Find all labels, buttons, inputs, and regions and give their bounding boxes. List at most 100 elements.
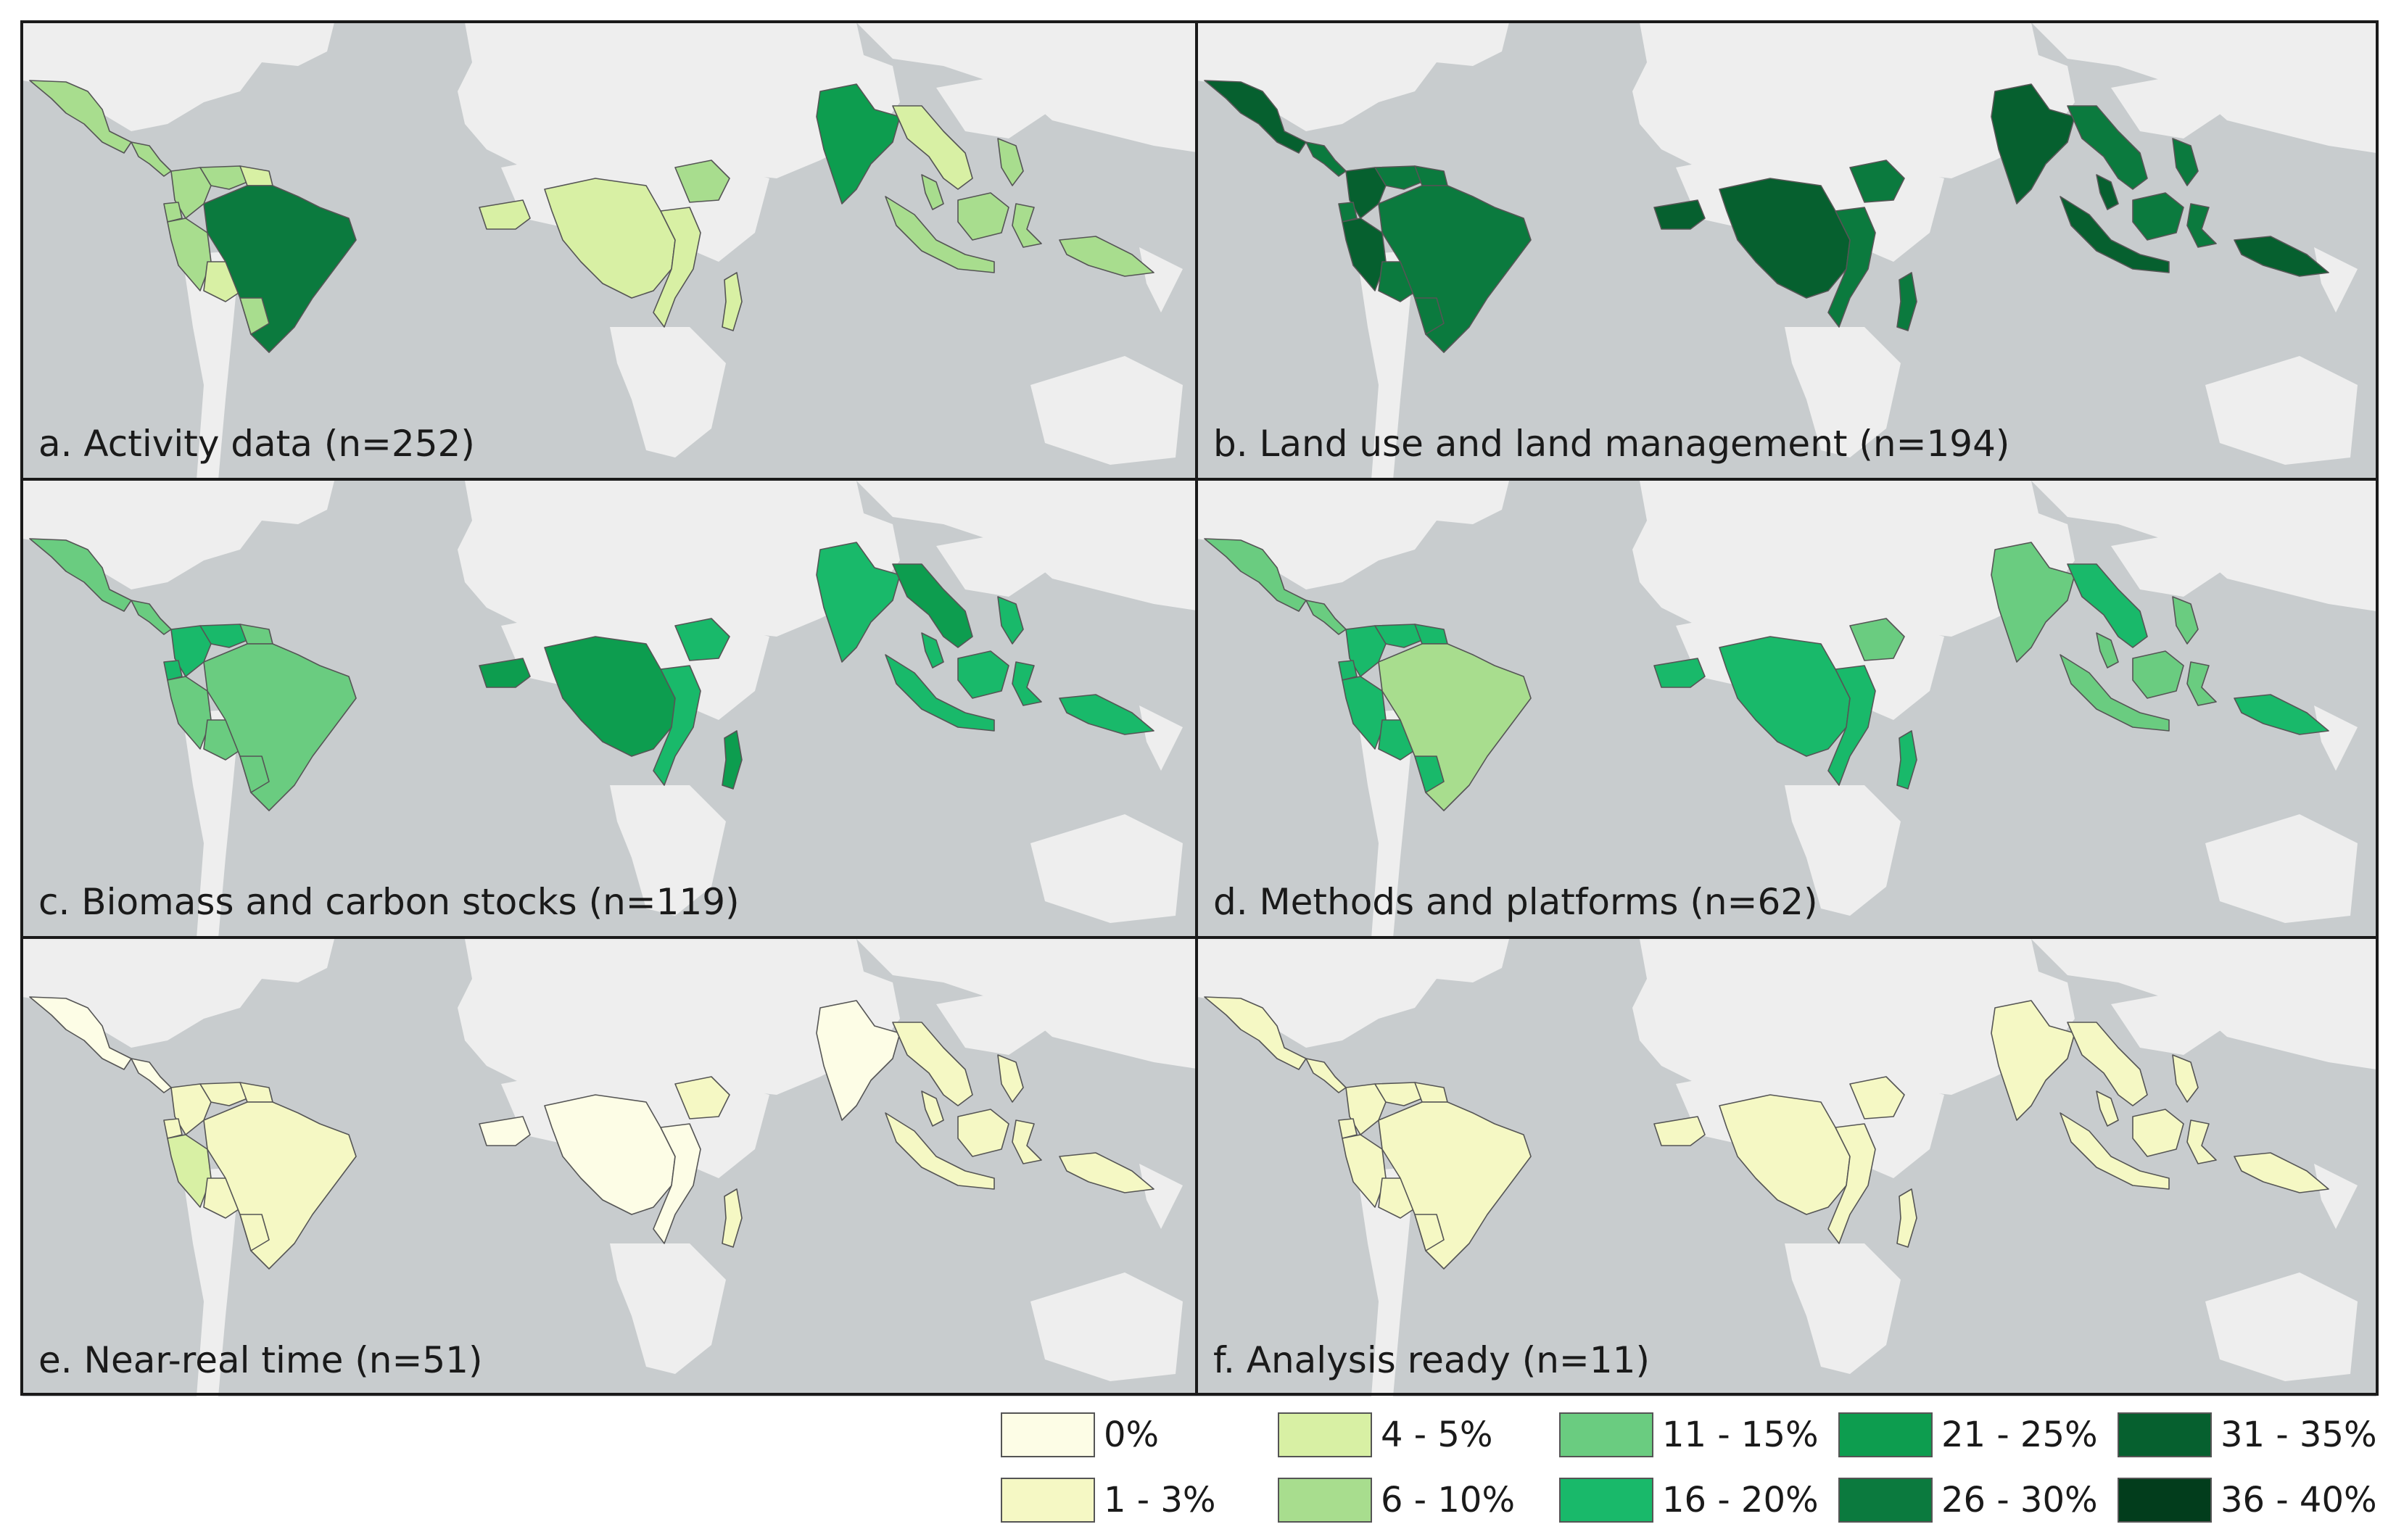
country-mainland-se-asia xyxy=(892,105,973,190)
map xyxy=(1197,481,2376,938)
country-east-africa xyxy=(653,1123,701,1244)
map-panel-b: b. Land use and land management (n=194) xyxy=(1197,22,2376,480)
land-background xyxy=(22,939,334,1048)
country-west-africa xyxy=(479,199,531,230)
country-venezuela xyxy=(199,624,248,648)
map-panel-f: f. Analysis ready (n=11) xyxy=(1197,939,2376,1396)
land-background xyxy=(2205,356,2358,465)
country-ecuador xyxy=(163,660,183,681)
country-ethiopia xyxy=(674,1076,730,1119)
country-sumatra-java xyxy=(885,196,995,273)
country-brazil xyxy=(203,1101,357,1270)
country-west-africa xyxy=(1653,199,1706,230)
horizontal-divider xyxy=(20,478,2379,481)
land-background xyxy=(610,1243,726,1374)
legend-label: 21 - 25% xyxy=(1941,1415,2098,1455)
country-ecuador xyxy=(163,202,183,223)
country-mexico xyxy=(29,996,132,1070)
country-ethiopia xyxy=(1849,618,1905,661)
country-india xyxy=(816,1000,901,1121)
land-background xyxy=(182,709,240,938)
country-malaysia xyxy=(921,174,944,210)
country-sulawesi xyxy=(1012,661,1042,706)
country-philippines xyxy=(2172,138,2199,186)
map xyxy=(22,939,1202,1396)
land-background xyxy=(1030,814,1183,923)
country-ethiopia xyxy=(1849,160,1905,203)
country-india xyxy=(1991,1000,2075,1121)
legend-swatch xyxy=(1838,1412,1933,1457)
country-new-guinea xyxy=(1059,1152,1154,1193)
country-new-guinea xyxy=(1059,694,1154,735)
land-background xyxy=(2314,247,2358,312)
country-mexico xyxy=(1204,996,1307,1070)
legend-label: 36 - 40% xyxy=(2221,1480,2377,1520)
country-philippines xyxy=(997,596,1024,645)
land-background xyxy=(1197,22,1509,131)
country-borneo xyxy=(2132,1109,2184,1157)
country-central-africa xyxy=(1719,636,1851,757)
land-background xyxy=(182,1167,240,1396)
country-venezuela xyxy=(199,1082,248,1106)
land-background xyxy=(1357,251,1415,480)
country-central-africa xyxy=(1719,1094,1851,1215)
country-sumatra-java xyxy=(885,1112,995,1190)
country-central-africa xyxy=(544,636,676,757)
country-paraguay xyxy=(1414,755,1445,793)
country-ethiopia xyxy=(674,618,730,661)
land-background xyxy=(2205,814,2358,923)
country-central-america xyxy=(1305,1058,1347,1093)
legend-swatch xyxy=(1001,1412,1095,1457)
country-mexico xyxy=(1204,80,1307,154)
land-background xyxy=(1197,481,1509,589)
country-india xyxy=(1991,83,2075,204)
legend-label: 16 - 20% xyxy=(1662,1480,1819,1520)
panel-label: d. Methods and platforms (n=62) xyxy=(1213,881,1818,923)
country-new-guinea xyxy=(2234,694,2329,735)
country-ecuador xyxy=(1338,1118,1358,1139)
panel-label: c. Biomass and carbon stocks (n=119) xyxy=(38,881,740,923)
legend-swatch xyxy=(1001,1478,1095,1523)
country-west-africa xyxy=(479,658,531,688)
land-background xyxy=(1785,785,1901,916)
country-paraguay xyxy=(239,1214,270,1251)
country-central-africa xyxy=(544,178,676,299)
country-mexico xyxy=(29,80,132,154)
country-venezuela xyxy=(1374,1082,1423,1106)
land-background xyxy=(936,531,1052,597)
country-malaysia xyxy=(2096,632,2119,668)
country-ecuador xyxy=(1338,202,1358,223)
legend-swatch xyxy=(2118,1412,2212,1457)
country-mainland-se-asia xyxy=(2067,105,2148,190)
country-new-guinea xyxy=(1059,236,1154,277)
country-ecuador xyxy=(163,1118,183,1139)
country-madagascar xyxy=(1896,730,1917,790)
country-sumatra-java xyxy=(885,654,995,732)
country-borneo xyxy=(2132,192,2184,241)
country-mainland-se-asia xyxy=(2067,563,2148,648)
land-background xyxy=(1139,247,1183,312)
land-background xyxy=(2314,705,2358,771)
country-mexico xyxy=(1204,538,1307,612)
vertical-divider xyxy=(1195,20,1198,1396)
panel-label: a. Activity data (n=252) xyxy=(38,423,475,465)
country-india xyxy=(816,542,901,663)
country-borneo xyxy=(957,192,1009,241)
country-malaysia xyxy=(921,632,944,668)
legend-label: 6 - 10% xyxy=(1381,1480,1516,1520)
country-paraguay xyxy=(1414,1214,1445,1251)
country-brazil xyxy=(1378,643,1532,811)
country-east-africa xyxy=(1827,1123,1876,1244)
country-sulawesi xyxy=(1012,1119,1042,1164)
country-sumatra-java xyxy=(2060,654,2170,732)
country-new-guinea xyxy=(2234,1152,2329,1193)
country-malaysia xyxy=(2096,174,2119,210)
country-india xyxy=(816,83,901,204)
country-malaysia xyxy=(921,1090,944,1127)
country-madagascar xyxy=(1896,1188,1917,1248)
land-background xyxy=(936,73,1052,138)
legend-swatch xyxy=(1278,1478,1372,1523)
country-brazil xyxy=(1378,1101,1532,1270)
map xyxy=(22,481,1202,938)
